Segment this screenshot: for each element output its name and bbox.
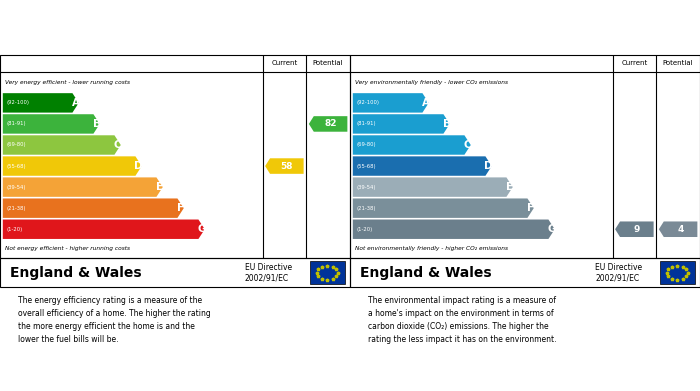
Text: 58: 58 <box>281 161 293 170</box>
Text: (92-100): (92-100) <box>356 100 379 106</box>
Text: F: F <box>527 203 534 213</box>
Polygon shape <box>3 199 183 218</box>
Text: G: G <box>547 224 556 234</box>
FancyBboxPatch shape <box>659 261 694 284</box>
Polygon shape <box>353 135 470 155</box>
Text: Very energy efficient - lower running costs: Very energy efficient - lower running co… <box>6 80 130 85</box>
Polygon shape <box>3 114 100 134</box>
Text: (55-68): (55-68) <box>356 163 376 169</box>
Text: (39-54): (39-54) <box>6 185 26 190</box>
Text: E: E <box>156 182 163 192</box>
Text: (1-20): (1-20) <box>356 227 372 232</box>
Text: F: F <box>177 203 184 213</box>
Text: (55-68): (55-68) <box>6 163 26 169</box>
Text: A: A <box>71 98 80 108</box>
Polygon shape <box>3 93 78 113</box>
Text: Potential: Potential <box>663 60 694 66</box>
Text: E: E <box>506 182 513 192</box>
Polygon shape <box>353 156 491 176</box>
Text: B: B <box>442 119 451 129</box>
Polygon shape <box>3 219 204 239</box>
Text: C: C <box>464 140 471 150</box>
Polygon shape <box>309 116 347 132</box>
Polygon shape <box>3 156 141 176</box>
Text: (69-80): (69-80) <box>356 142 376 147</box>
Polygon shape <box>353 178 512 197</box>
Text: Very environmentally friendly - lower CO₂ emissions: Very environmentally friendly - lower CO… <box>355 80 508 85</box>
Text: 82: 82 <box>324 119 337 128</box>
Text: D: D <box>134 161 143 171</box>
Text: Potential: Potential <box>313 60 344 66</box>
Text: (21-38): (21-38) <box>6 206 26 211</box>
Polygon shape <box>659 221 697 237</box>
FancyBboxPatch shape <box>309 261 344 284</box>
Text: G: G <box>197 224 206 234</box>
Text: Environmental Impact (CO₂) Rating: Environmental Impact (CO₂) Rating <box>360 34 593 47</box>
Text: 9: 9 <box>634 225 640 234</box>
Polygon shape <box>3 135 121 155</box>
Polygon shape <box>3 178 162 197</box>
Text: Current: Current <box>622 60 648 66</box>
Text: D: D <box>484 161 493 171</box>
Text: B: B <box>92 119 101 129</box>
Text: England & Wales: England & Wales <box>10 266 142 280</box>
Text: EU Directive
2002/91/EC: EU Directive 2002/91/EC <box>245 263 292 282</box>
Text: Not energy efficient - higher running costs: Not energy efficient - higher running co… <box>6 246 130 251</box>
Polygon shape <box>615 221 654 237</box>
Text: EU Directive
2002/91/EC: EU Directive 2002/91/EC <box>595 263 642 282</box>
Text: 4: 4 <box>678 225 684 234</box>
Text: (81-91): (81-91) <box>356 122 376 126</box>
Text: The environmental impact rating is a measure of
a home's impact on the environme: The environmental impact rating is a mea… <box>368 296 556 344</box>
Text: A: A <box>421 98 430 108</box>
Text: Energy Efficiency Rating: Energy Efficiency Rating <box>10 34 173 47</box>
Polygon shape <box>265 158 304 174</box>
Text: (69-80): (69-80) <box>6 142 26 147</box>
Polygon shape <box>353 93 428 113</box>
Text: C: C <box>114 140 121 150</box>
Text: England & Wales: England & Wales <box>360 266 492 280</box>
Text: The energy efficiency rating is a measure of the
overall efficiency of a home. T: The energy efficiency rating is a measur… <box>18 296 210 344</box>
Text: (21-38): (21-38) <box>356 206 376 211</box>
Text: (39-54): (39-54) <box>356 185 376 190</box>
Text: (92-100): (92-100) <box>6 100 29 106</box>
Text: Current: Current <box>272 60 298 66</box>
Polygon shape <box>353 114 449 134</box>
Text: (81-91): (81-91) <box>6 122 26 126</box>
Text: (1-20): (1-20) <box>6 227 22 232</box>
Text: Not environmentally friendly - higher CO₂ emissions: Not environmentally friendly - higher CO… <box>355 246 508 251</box>
Polygon shape <box>353 219 554 239</box>
Polygon shape <box>353 199 533 218</box>
